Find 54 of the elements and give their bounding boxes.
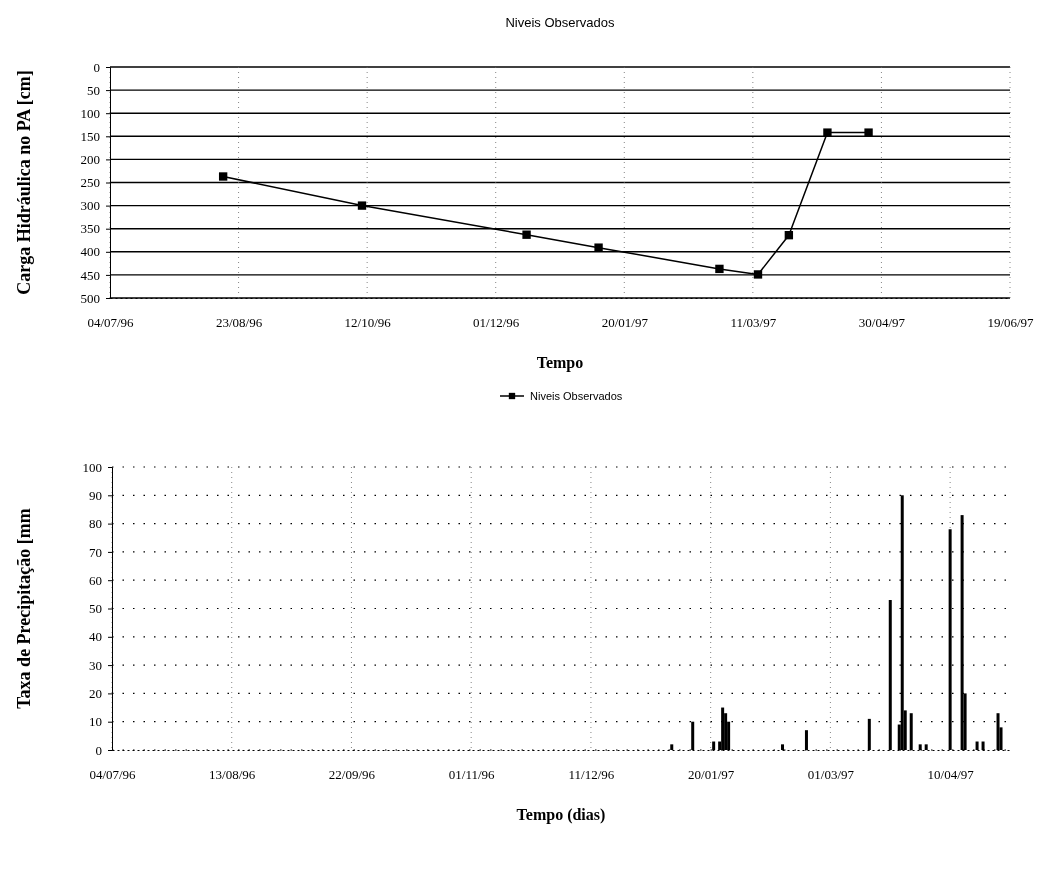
y-tick-label: 20	[89, 686, 102, 702]
x-tick-label: 22/09/96	[328, 767, 376, 783]
y-tick-label: 70	[89, 544, 102, 560]
chart-title: Niveis Observados	[505, 15, 616, 30]
point	[784, 230, 794, 240]
y-tick-label: 50	[87, 82, 100, 98]
x-tick-label: 01/11/96	[448, 767, 496, 783]
x-tick-label: 30/04/97	[858, 315, 906, 331]
x-axis-title: Tempo	[536, 354, 584, 372]
point	[864, 128, 873, 137]
y-tick-label: 80	[89, 516, 102, 532]
point	[522, 230, 531, 239]
point	[357, 201, 367, 210]
x-tick-label: 10/04/97	[927, 767, 975, 783]
legend-label: Niveis Observados	[530, 390, 623, 402]
x-tick-label: 13/08/96	[209, 767, 256, 783]
y-tick-label: 250	[80, 175, 100, 191]
x-tick-label: 20/01/97	[688, 767, 735, 783]
y-tick-label: 350	[80, 221, 100, 237]
y-tick-label: 500	[80, 290, 100, 306]
y-axis-title: Carga Hidráulica no PA [cm]	[14, 70, 34, 295]
point	[753, 270, 763, 279]
y-tick-label: 100	[82, 459, 102, 475]
point	[715, 264, 724, 274]
bar	[924, 744, 928, 750]
y-tick-label: 150	[80, 128, 100, 144]
x-tick-label: 01/03/97	[807, 767, 855, 783]
y-tick-label: 300	[80, 198, 100, 214]
point	[218, 172, 228, 181]
y-tick-label: 50	[89, 601, 102, 617]
x-tick-label: 01/12/96	[473, 315, 520, 331]
x-tick-label: 04/07/96	[89, 767, 137, 783]
y-tick-label: 10	[89, 714, 102, 730]
y-tick-label: 100	[80, 105, 100, 121]
x-tick-label: 11/03/97	[730, 315, 777, 331]
x-tick-label: 23/08/96	[215, 315, 263, 331]
y-tick-label: 400	[80, 244, 100, 260]
x-tick-label: 20/01/97	[601, 315, 649, 331]
y-tick-label: 90	[89, 487, 102, 503]
x-tick-label: 19/06/97	[987, 315, 1035, 331]
y-tick-label: 30	[89, 657, 102, 673]
y-tick-label: 200	[80, 152, 100, 168]
x-tick-label: 12/10/96	[344, 315, 392, 331]
x-axis-title: Tempo (dias)	[516, 806, 606, 824]
point	[594, 243, 603, 252]
y-tick-label: 40	[89, 629, 102, 645]
y-tick-label: 60	[89, 572, 102, 588]
y-axis-title: Taxa de Precipitação [mm	[14, 508, 34, 709]
x-tick-label: 04/07/96	[87, 315, 135, 331]
y-tick-label: 0	[93, 59, 100, 75]
y-tick-label: 0	[95, 742, 102, 758]
y-tick-label: 450	[80, 267, 100, 283]
point	[823, 128, 832, 137]
x-tick-label: 11/12/96	[568, 767, 615, 783]
